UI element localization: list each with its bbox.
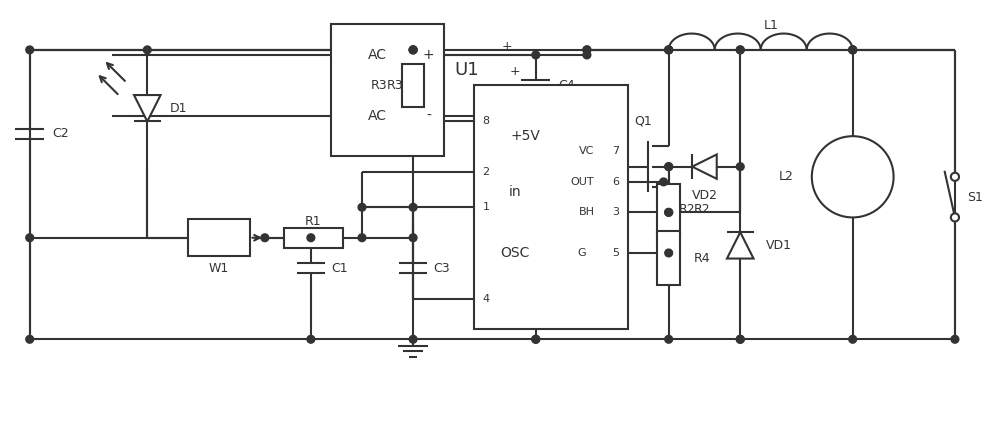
Text: D1: D1 — [170, 102, 187, 115]
Text: VD1: VD1 — [766, 239, 792, 252]
Bar — [657, 231, 680, 285]
Text: C4: C4 — [558, 79, 575, 92]
Circle shape — [409, 46, 417, 54]
Circle shape — [26, 336, 34, 343]
Circle shape — [660, 178, 667, 186]
Text: 5: 5 — [613, 248, 620, 258]
Text: G: G — [577, 248, 586, 258]
Circle shape — [665, 46, 673, 54]
Circle shape — [951, 213, 959, 222]
Circle shape — [358, 203, 366, 211]
Text: 7: 7 — [612, 146, 620, 156]
Circle shape — [143, 46, 151, 54]
Text: -: - — [426, 109, 431, 123]
Text: R3: R3 — [371, 79, 388, 92]
Text: AC: AC — [368, 109, 387, 123]
Text: VC: VC — [579, 146, 595, 156]
Text: C2: C2 — [52, 127, 69, 140]
Text: Q1: Q1 — [634, 114, 652, 127]
Bar — [284, 227, 343, 248]
Circle shape — [736, 46, 744, 54]
Circle shape — [812, 136, 894, 218]
Circle shape — [358, 234, 366, 242]
Circle shape — [409, 46, 417, 54]
Text: 3: 3 — [613, 207, 620, 217]
Circle shape — [736, 336, 744, 343]
Circle shape — [951, 173, 959, 181]
Text: BH: BH — [579, 207, 595, 217]
Text: +: + — [423, 48, 434, 62]
Circle shape — [261, 234, 269, 242]
Text: +5V: +5V — [511, 129, 540, 143]
Text: L2: L2 — [779, 170, 793, 183]
Circle shape — [307, 336, 315, 343]
Text: 4: 4 — [483, 294, 490, 303]
Text: R3: R3 — [386, 79, 403, 92]
Polygon shape — [727, 232, 754, 259]
Circle shape — [665, 209, 673, 216]
Circle shape — [532, 51, 540, 59]
Text: 2: 2 — [483, 167, 490, 177]
Circle shape — [532, 336, 540, 343]
Text: +: + — [502, 40, 512, 53]
Circle shape — [26, 234, 34, 242]
Circle shape — [409, 46, 417, 54]
Circle shape — [736, 46, 744, 54]
Circle shape — [951, 336, 959, 343]
Circle shape — [409, 203, 417, 211]
Polygon shape — [134, 95, 161, 121]
Text: R1: R1 — [305, 215, 322, 228]
Text: 8: 8 — [483, 116, 490, 126]
Bar — [331, 24, 444, 157]
Circle shape — [532, 336, 540, 343]
Bar — [657, 184, 680, 236]
Text: W1: W1 — [209, 262, 229, 275]
Text: U1: U1 — [454, 61, 479, 79]
Text: S1: S1 — [967, 190, 983, 204]
Text: in: in — [509, 185, 522, 199]
Circle shape — [583, 51, 591, 59]
Circle shape — [665, 46, 673, 54]
Circle shape — [849, 46, 857, 54]
Circle shape — [736, 336, 744, 343]
Text: VD2: VD2 — [691, 189, 717, 202]
Circle shape — [736, 163, 744, 170]
Circle shape — [665, 46, 673, 54]
Text: R4: R4 — [694, 251, 711, 264]
Circle shape — [409, 234, 417, 242]
Bar — [402, 64, 424, 107]
Circle shape — [849, 46, 857, 54]
Text: +: + — [510, 65, 521, 78]
Circle shape — [665, 163, 673, 170]
Circle shape — [409, 336, 417, 343]
Text: OSC: OSC — [501, 246, 530, 260]
Text: C1: C1 — [331, 262, 348, 275]
Text: R2: R2 — [679, 203, 695, 216]
Bar — [188, 219, 250, 256]
Text: AC: AC — [368, 48, 387, 62]
Circle shape — [26, 46, 34, 54]
Circle shape — [583, 46, 591, 54]
Text: R2: R2 — [694, 203, 711, 216]
Text: OUT: OUT — [570, 177, 594, 187]
Circle shape — [849, 46, 857, 54]
Text: 6: 6 — [613, 177, 620, 187]
Circle shape — [665, 209, 673, 216]
Bar — [474, 85, 628, 329]
Circle shape — [307, 234, 315, 242]
Circle shape — [583, 46, 591, 54]
Text: L1: L1 — [763, 19, 778, 32]
Circle shape — [665, 249, 673, 257]
Circle shape — [665, 336, 673, 343]
Circle shape — [665, 163, 673, 170]
Text: C3: C3 — [434, 262, 450, 275]
Circle shape — [849, 336, 857, 343]
Polygon shape — [692, 154, 717, 179]
Text: 1: 1 — [483, 202, 490, 212]
